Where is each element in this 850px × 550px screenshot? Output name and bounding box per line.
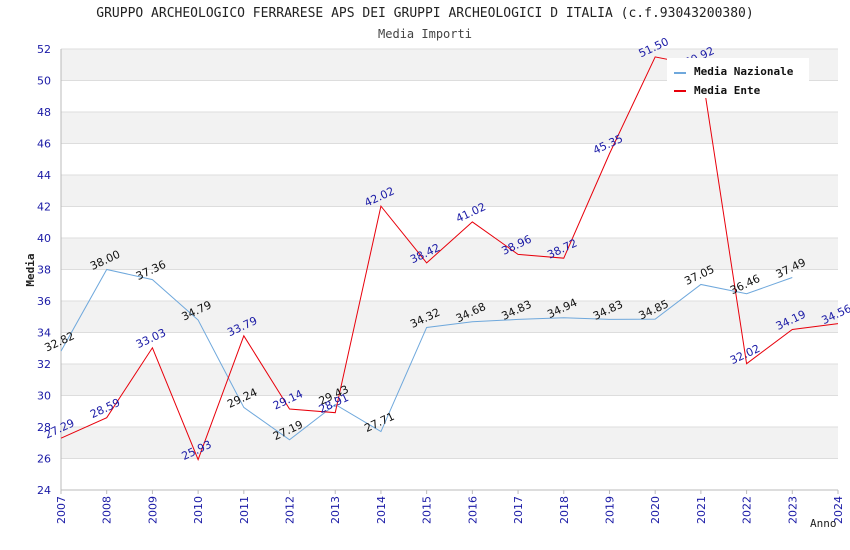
y-tick-label: 50 [37,75,51,88]
series-line-media-nazionale [60,268,793,441]
x-tick-label: 2010 [192,496,205,524]
y-tick-label: 44 [37,169,51,182]
y-tick-label: 26 [37,453,51,466]
plot-band [61,301,838,333]
chart-subtitle: Media Importi [378,27,472,41]
legend: Media Nazionale Media Ente [667,58,809,98]
x-tick-label: 2011 [238,496,251,524]
legend-label-media-ente: Media Ente [694,84,761,97]
x-tick-label: 2015 [421,496,434,524]
legend-label-media-nazionale: Media Nazionale [694,65,794,78]
plot-band [61,112,838,144]
y-tick-label: 32 [37,358,51,371]
x-tick-label: 2021 [695,496,708,524]
legend-box [667,58,809,98]
plot-bands [61,49,838,490]
x-tick-label: 2012 [284,496,297,524]
plot-band [61,395,838,427]
x-tick-label: 2016 [466,496,479,524]
x-tick-label: 2019 [603,496,616,524]
series-lines [60,56,839,461]
y-tick-label: 30 [37,390,51,403]
y-axis-ticks: 24 26 28 30 32 34 36 38 40 42 44 46 48 50 52 [37,43,51,497]
axes [60,49,838,491]
plot-band [61,427,838,459]
plot-band [61,206,838,238]
plot-band [61,238,838,270]
x-tick-label: 2007 [55,496,68,524]
y-axis-label: Media [24,253,37,286]
x-tick-label: 2023 [786,496,799,524]
x-tick-label: 2018 [558,496,571,524]
plot-band [61,175,838,207]
y-tick-label: 46 [37,138,51,151]
plot-band [61,269,838,301]
y-tick-label: 52 [37,43,51,56]
y-tick-label: 24 [37,484,51,497]
plot-band [61,364,838,396]
x-axis-ticks: 2007 2008 2009 2010 2011 2012 2013 2014 2015 2016… [55,490,845,524]
plot-band [61,458,838,490]
x-tick-label: 2013 [329,496,342,524]
y-tick-label: 28 [37,421,51,434]
x-tick-label: 2009 [146,496,159,524]
y-tick-label: 40 [37,232,51,245]
x-tick-label: 2020 [649,496,662,524]
y-tick-label: 36 [37,295,51,308]
y-tick-label: 34 [37,327,51,340]
plot-band [61,332,838,364]
series-line-media-ente [60,56,839,461]
y-tick-label: 42 [37,201,51,214]
x-tick-label: 2017 [512,496,525,524]
x-tick-label: 2024 [832,496,845,524]
x-tick-label: 2014 [375,496,388,524]
y-tick-label: 38 [37,264,51,277]
y-tick-label: 48 [37,106,51,119]
chart-title: GRUPPO ARCHEOLOGICO FERRARESE APS DEI GR… [96,6,754,21]
x-axis-label: Anno [810,517,837,530]
plot-band [61,143,838,175]
x-tick-label: 2008 [101,496,114,524]
x-tick-label: 2022 [741,496,754,524]
